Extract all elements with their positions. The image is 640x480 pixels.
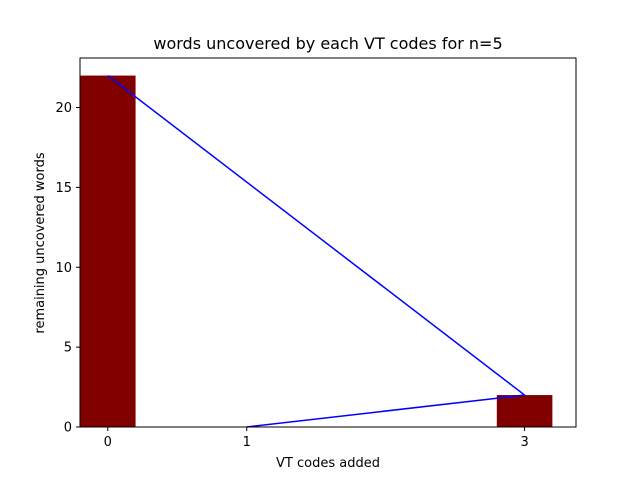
chart-title: words uncovered by each VT codes for n=5 [153,34,502,53]
bar [496,395,553,427]
y-tick-label: 15 [55,181,72,196]
x-axis-label: VT codes added [276,456,380,471]
y-axis-ticks: 0 5 10 15 20 [55,101,80,436]
y-tick-label: 0 [64,421,72,436]
y-tick-label: 20 [55,101,72,116]
x-axis-ticks: 0 1 3 [104,427,529,450]
series-line [107,74,526,428]
plot-frame [79,57,577,428]
y-tick-label: 10 [55,261,72,276]
bars [80,75,553,428]
x-tick-label: 3 [520,435,528,450]
x-tick-label: 1 [243,435,251,450]
bar [80,75,136,428]
series-line-group [107,74,526,428]
y-tick-label: 5 [64,341,72,356]
y-axis-label: remaining uncovered words [33,152,48,333]
x-tick-label: 0 [104,435,112,450]
plot-area: 0 1 3 0 5 10 15 20 [55,57,577,450]
